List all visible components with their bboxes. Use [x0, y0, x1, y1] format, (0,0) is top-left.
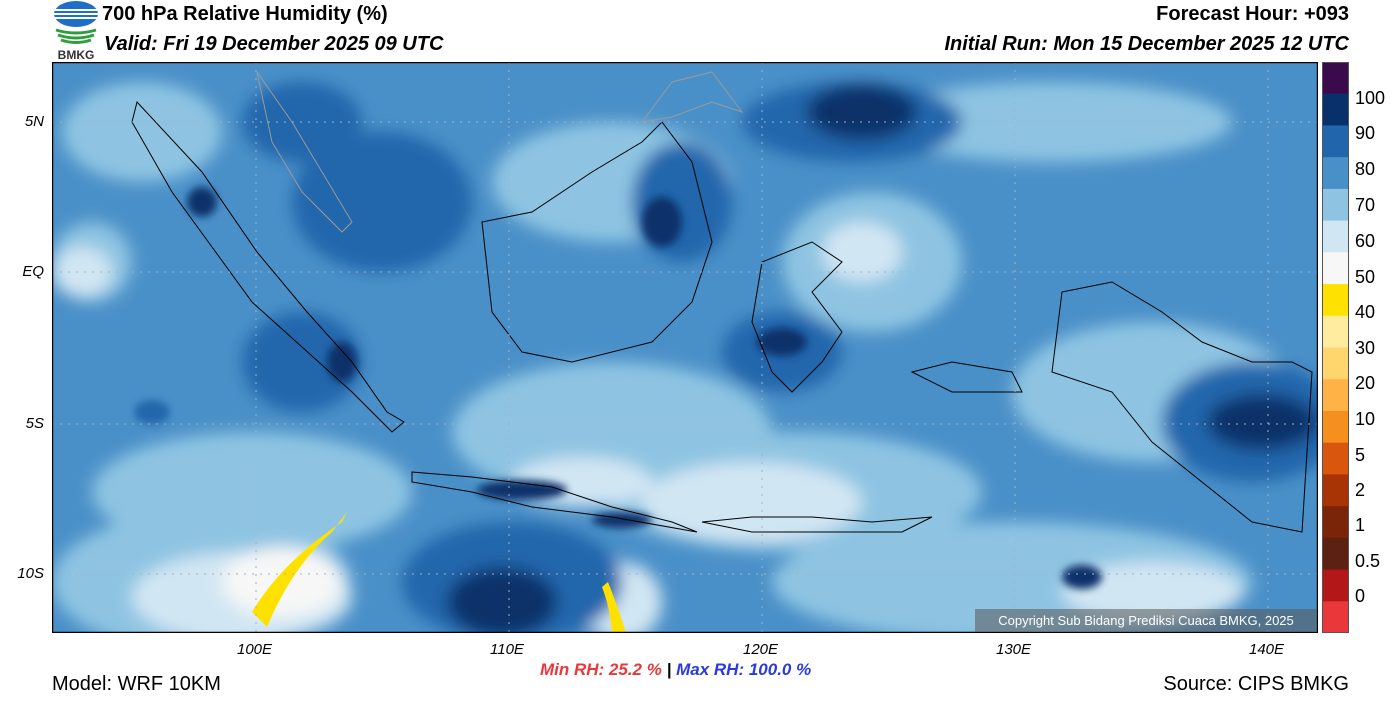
colorbar [1322, 62, 1349, 633]
colorbar-swatch [1322, 157, 1349, 190]
sumatra-outline [131, 100, 405, 433]
humidity-map [52, 62, 1318, 633]
colorbar-label: 90 [1355, 123, 1376, 143]
lon-label-140e: 140E [1249, 641, 1285, 658]
initial-run: Initial Run: Mon 15 December 2025 12 UTC [944, 33, 1349, 55]
malay-peninsula-outline [256, 71, 353, 233]
gridlines [52, 62, 1318, 633]
model-name: Model: WRF 10KM [52, 673, 221, 695]
colorbar-swatch [1322, 379, 1349, 412]
colorbar-swatch [1322, 62, 1349, 95]
logo-text: BMKG [58, 48, 95, 62]
colorbar-label: 80 [1355, 159, 1376, 179]
java-outline [411, 471, 698, 533]
humidity-field [52, 82, 1318, 633]
colorbar-swatch [1322, 474, 1349, 507]
map-frame [52, 62, 1318, 633]
colorbar-frame [1322, 62, 1349, 633]
colorbar-swatch [1322, 569, 1349, 602]
colorbar-swatch [1322, 506, 1349, 539]
moist-spots [134, 187, 1102, 589]
colorbar-label: 1 [1355, 515, 1366, 535]
new-guinea-outline [1051, 281, 1313, 533]
colorbar-swatch [1322, 601, 1349, 633]
borneo-outline [481, 121, 713, 363]
forecast-hour: Forecast Hour: +093 [1156, 3, 1349, 25]
colorbar-swatch [1322, 442, 1349, 475]
colorbar-label: 10 [1355, 409, 1376, 429]
colorbar-swatch [1322, 284, 1349, 317]
colorbar-swatch [1322, 188, 1349, 222]
lon-label-100e: 100E [237, 641, 273, 658]
neighbor-borders [256, 71, 744, 233]
data-source: Source: CIPS BMKG [1163, 673, 1349, 695]
colorbar-label: 70 [1355, 195, 1376, 215]
lesser-sunda-outline [701, 516, 933, 533]
dry-band-west [252, 512, 347, 627]
dry-band-south [602, 582, 626, 633]
lat-label-5n: 5N [24, 113, 44, 130]
bmkg-logo-icon: BMKG [54, 1, 98, 62]
map-title: 700 hPa Relative Humidity (%) [102, 3, 388, 25]
colorbar-label: 30 [1355, 338, 1376, 358]
seram-outline [910, 361, 1023, 393]
colorbar-swatch [1322, 220, 1349, 253]
colorbar-swatch [1322, 252, 1349, 285]
lon-label-110e: 110E [490, 641, 524, 658]
max-rh: Max RH: 100.0 % [676, 660, 812, 679]
colorbar-swatch [1322, 125, 1349, 158]
lat-label-eq: EQ [22, 263, 44, 280]
colorbar-label: 40 [1355, 302, 1376, 322]
colorbar-swatch [1322, 347, 1349, 380]
sulawesi-outline [751, 241, 843, 393]
philippines-outline [640, 71, 744, 123]
colorbar-label: 20 [1355, 373, 1376, 393]
colorbar-label: 2 [1355, 480, 1366, 500]
colorbar-swatch [1322, 315, 1349, 348]
lon-label-130e: 130E [996, 641, 1032, 658]
colorbar-label: 0 [1355, 586, 1366, 606]
rh-stats: Min RH: 25.2 % | Max RH: 100.0 % [540, 660, 811, 680]
copyright-notice: Copyright Sub Bidang Prediksi Cuaca BMKG… [975, 609, 1317, 632]
min-rh: Min RH: 25.2 % [540, 660, 662, 679]
stats-separator: | [666, 660, 672, 679]
colorbar-label: 0.5 [1355, 551, 1381, 571]
coastlines [131, 100, 1313, 533]
colorbar-swatch [1322, 537, 1349, 571]
lat-label-5s: 5S [25, 415, 44, 432]
colorbar-label: 60 [1355, 231, 1376, 251]
colorbar-label: 5 [1355, 445, 1366, 465]
colorbar-label: 50 [1355, 267, 1376, 287]
lat-label-10s: 10S [17, 565, 44, 582]
lon-label-120e: 120E [743, 641, 779, 658]
colorbar-swatch [1322, 410, 1349, 444]
colorbar-swatch [1322, 93, 1349, 126]
colorbar-label: 100 [1355, 88, 1386, 108]
valid-time: Valid: Fri 19 December 2025 09 UTC [104, 33, 444, 55]
